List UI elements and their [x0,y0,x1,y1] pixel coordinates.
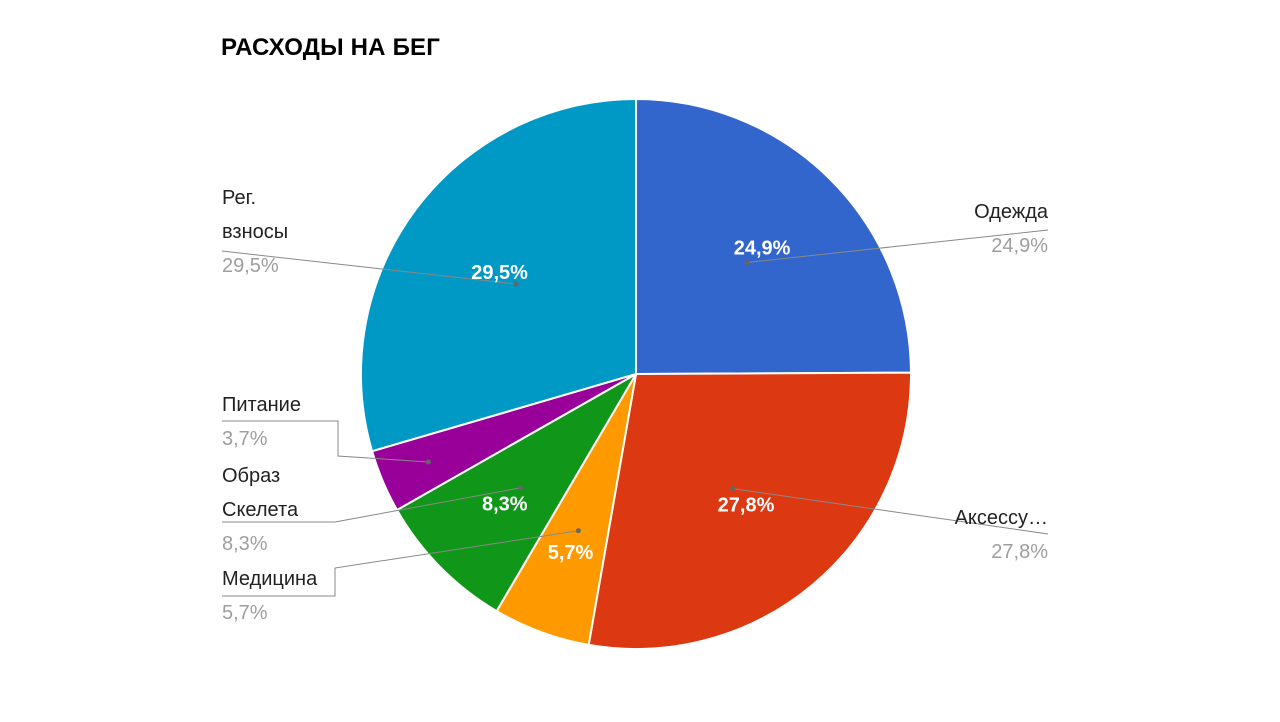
leader-dot [744,260,750,265]
leader-line [222,530,579,597]
slice-label: Рег. [222,187,256,209]
pie-slice [587,371,913,650]
slice-value-label: 24,9% [991,235,1048,257]
slice-percent-label: 8,3% [482,493,528,515]
leader-dot [730,486,736,492]
slice-label: Скелета [222,499,299,521]
slice-label: Медицина [222,568,318,590]
slice-percent-label: 24,9% [734,237,791,259]
pie-slice [635,98,912,375]
leader-line [732,488,1049,535]
slice-label: Образ [222,465,280,487]
slice-label: взносы [222,221,288,243]
slice-label: Одежда [974,201,1049,223]
slice-percent-label: 5,7% [548,542,594,564]
leader-line [222,420,429,463]
leader-dot [425,459,431,465]
slice-value-label: 8,3% [222,533,268,555]
slice-value-label: 27,8% [991,541,1048,563]
slice-value-label: 3,7% [222,428,268,450]
slice-value-label: 29,5% [222,255,279,277]
leader-dot [575,528,581,534]
pie-slice [395,373,637,613]
leader-dot [513,281,519,287]
slice-value-label: 5,7% [222,602,268,624]
leader-line [221,250,516,285]
pie-slice [360,98,637,453]
slice-percent-label: 27,8% [718,494,775,516]
slice-label: Аксессу… [955,507,1048,529]
leader-line [222,487,521,523]
leader-line [746,229,1049,264]
slice-percent-label: 29,5% [471,262,528,284]
chart-title: РАСХОДЫ НА БЕГ [221,34,441,61]
slice-label: Питание [222,394,301,416]
leader-dot [518,485,523,491]
